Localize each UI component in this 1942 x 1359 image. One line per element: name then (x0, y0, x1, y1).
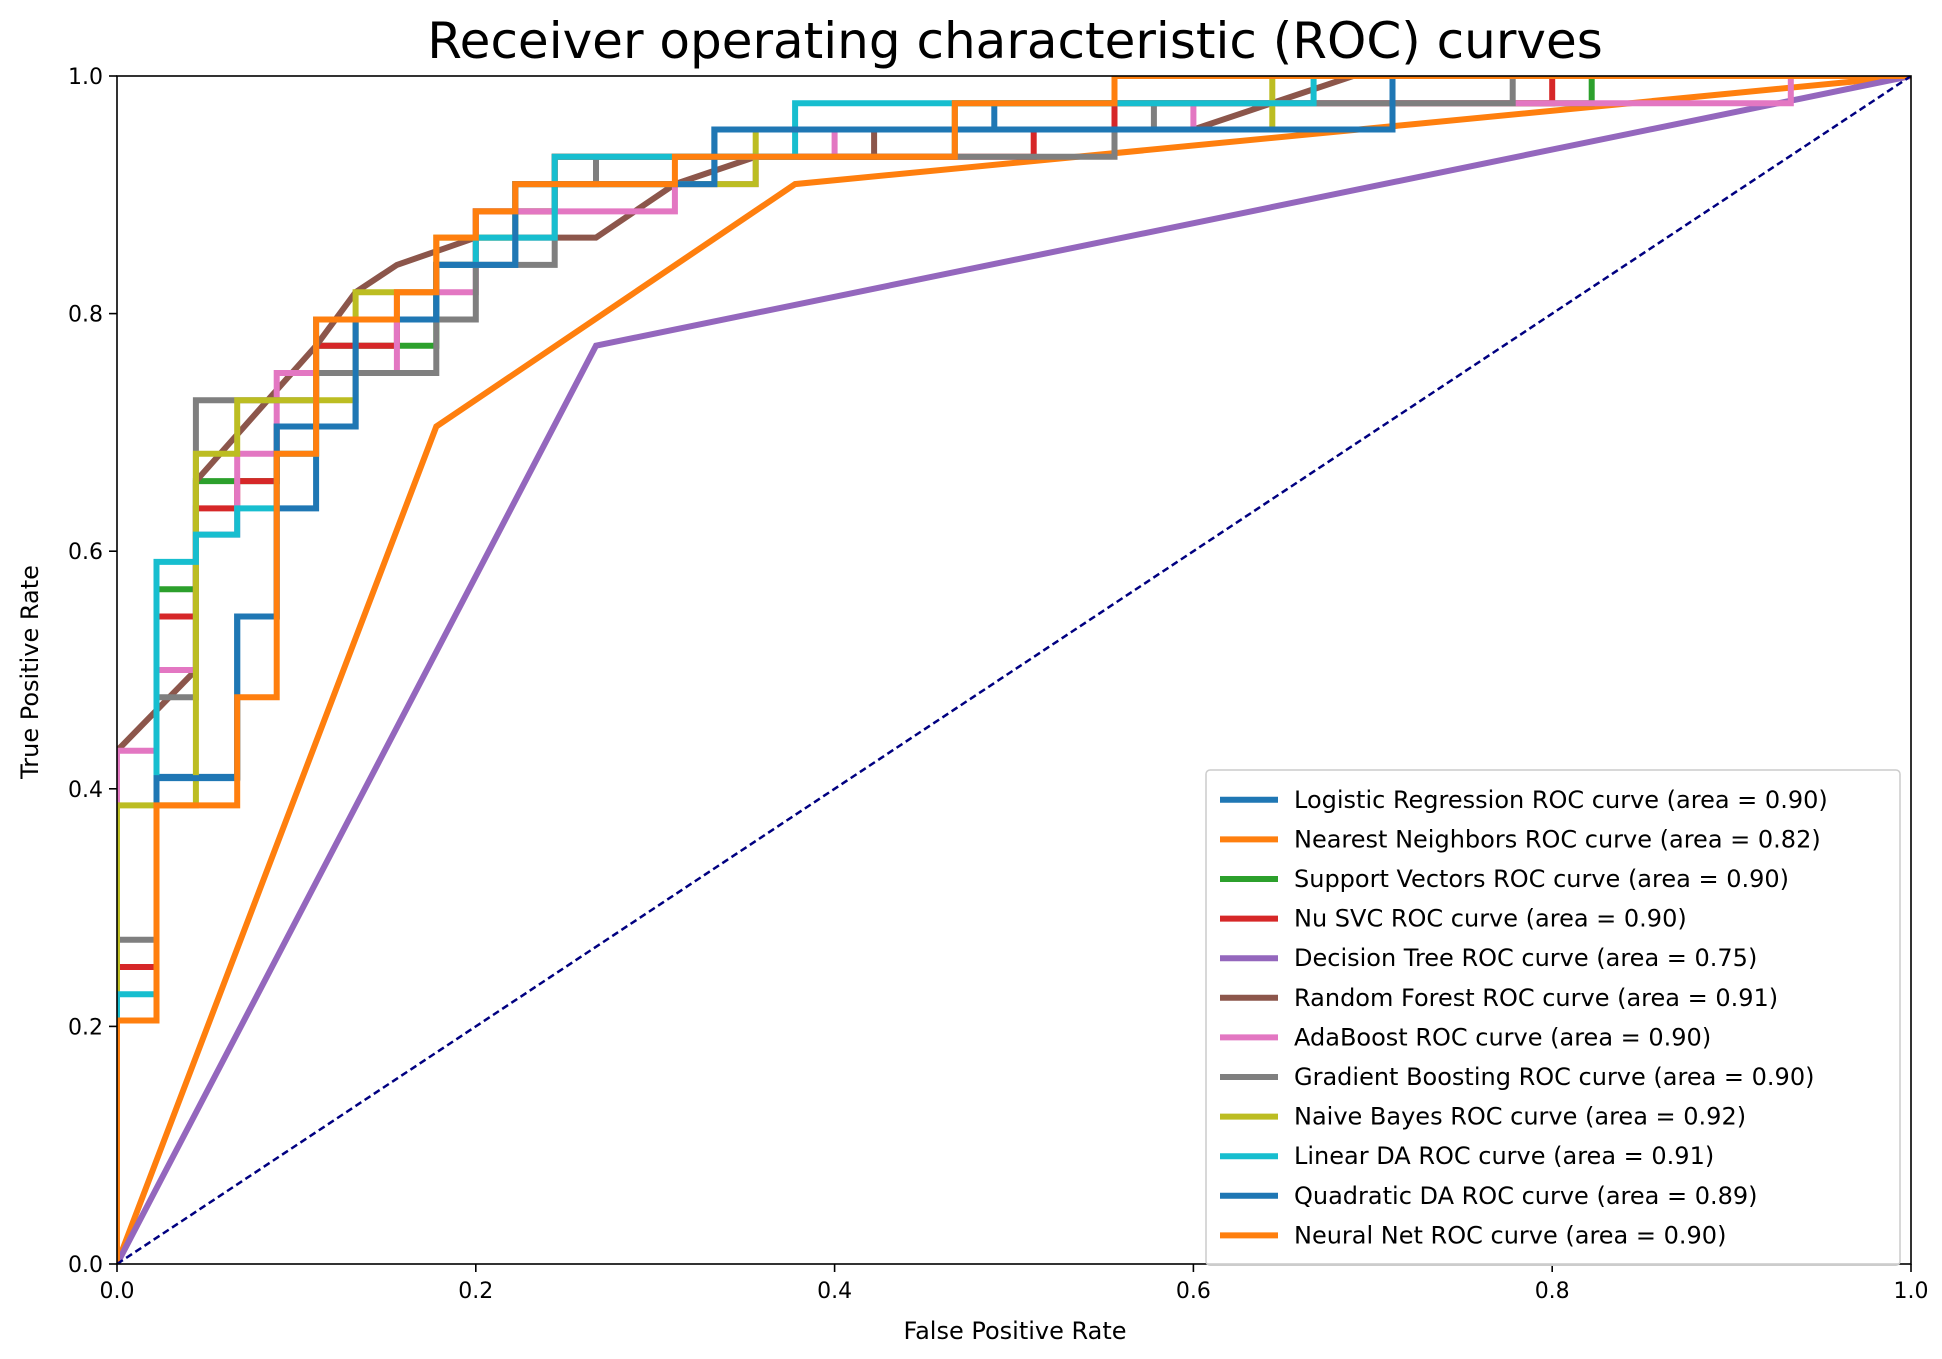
roc-curve-4 (117, 76, 1911, 1264)
legend-label: Nu SVC ROC curve (area = 0.90) (1294, 905, 1687, 933)
roc-curve-11 (117, 76, 1911, 1264)
legend: Logistic Regression ROC curve (area = 0.… (1205, 769, 1901, 1266)
legend-label: Decision Tree ROC curve (area = 0.75) (1294, 944, 1757, 972)
chance-diagonal-line (117, 76, 1911, 1264)
x-tick-label: 0.4 (817, 1279, 852, 1304)
x-axis-label: False Positive Rate (903, 1317, 1126, 1345)
y-axis-label: True Positive Rate (16, 565, 44, 780)
legend-label: AdaBoost ROC curve (area = 0.90) (1294, 1023, 1711, 1051)
legend-label: Linear DA ROC curve (area = 0.91) (1294, 1142, 1714, 1170)
roc-curve-5 (117, 76, 1911, 753)
legend-label: Neural Net ROC curve (area = 0.90) (1294, 1221, 1726, 1249)
plot-frame (116, 75, 1912, 1265)
chart-title: Receiver operating characteristic (ROC) … (427, 12, 1603, 70)
y-tick-label: 0.4 (68, 778, 103, 803)
x-tick-label: 0.2 (458, 1279, 493, 1304)
legend-label: Gradient Boosting ROC curve (area = 0.90… (1294, 1063, 1814, 1091)
y-tick-label: 0.0 (68, 1253, 103, 1278)
legend-label: Nearest Neighbors ROC curve (area = 0.82… (1294, 825, 1821, 853)
plot-area (116, 75, 1912, 1265)
x-tick-label: 1.0 (1894, 1279, 1929, 1304)
y-tick-label: 0.6 (68, 540, 103, 565)
legend-label: Random Forest ROC curve (area = 0.91) (1294, 984, 1778, 1012)
legend-label: Quadratic DA ROC curve (area = 0.89) (1294, 1182, 1758, 1210)
y-tick-label: 1.0 (68, 65, 103, 90)
legend-label: Naive Bayes ROC curve (area = 0.92) (1294, 1103, 1746, 1131)
y-tick-label: 0.8 (68, 303, 103, 328)
curves-group (117, 76, 1911, 1264)
legend-label: Support Vectors ROC curve (area = 0.90) (1294, 865, 1789, 893)
x-tick-label: 0.0 (100, 1279, 135, 1304)
x-tick-label: 0.6 (1176, 1279, 1211, 1304)
legend-label: Logistic Regression ROC curve (area = 0.… (1294, 786, 1828, 814)
y-tick-label: 0.2 (68, 1015, 103, 1040)
axis-ticks: 0.0 0.2 0.4 0.6 0.8 1.0 0.0 0.2 0.4 0.6 0.8 1.0 (68, 65, 1929, 1304)
x-tick-label: 0.8 (1535, 1279, 1570, 1304)
roc-curve-10 (117, 76, 1911, 1264)
legend-box (1205, 769, 1901, 1266)
